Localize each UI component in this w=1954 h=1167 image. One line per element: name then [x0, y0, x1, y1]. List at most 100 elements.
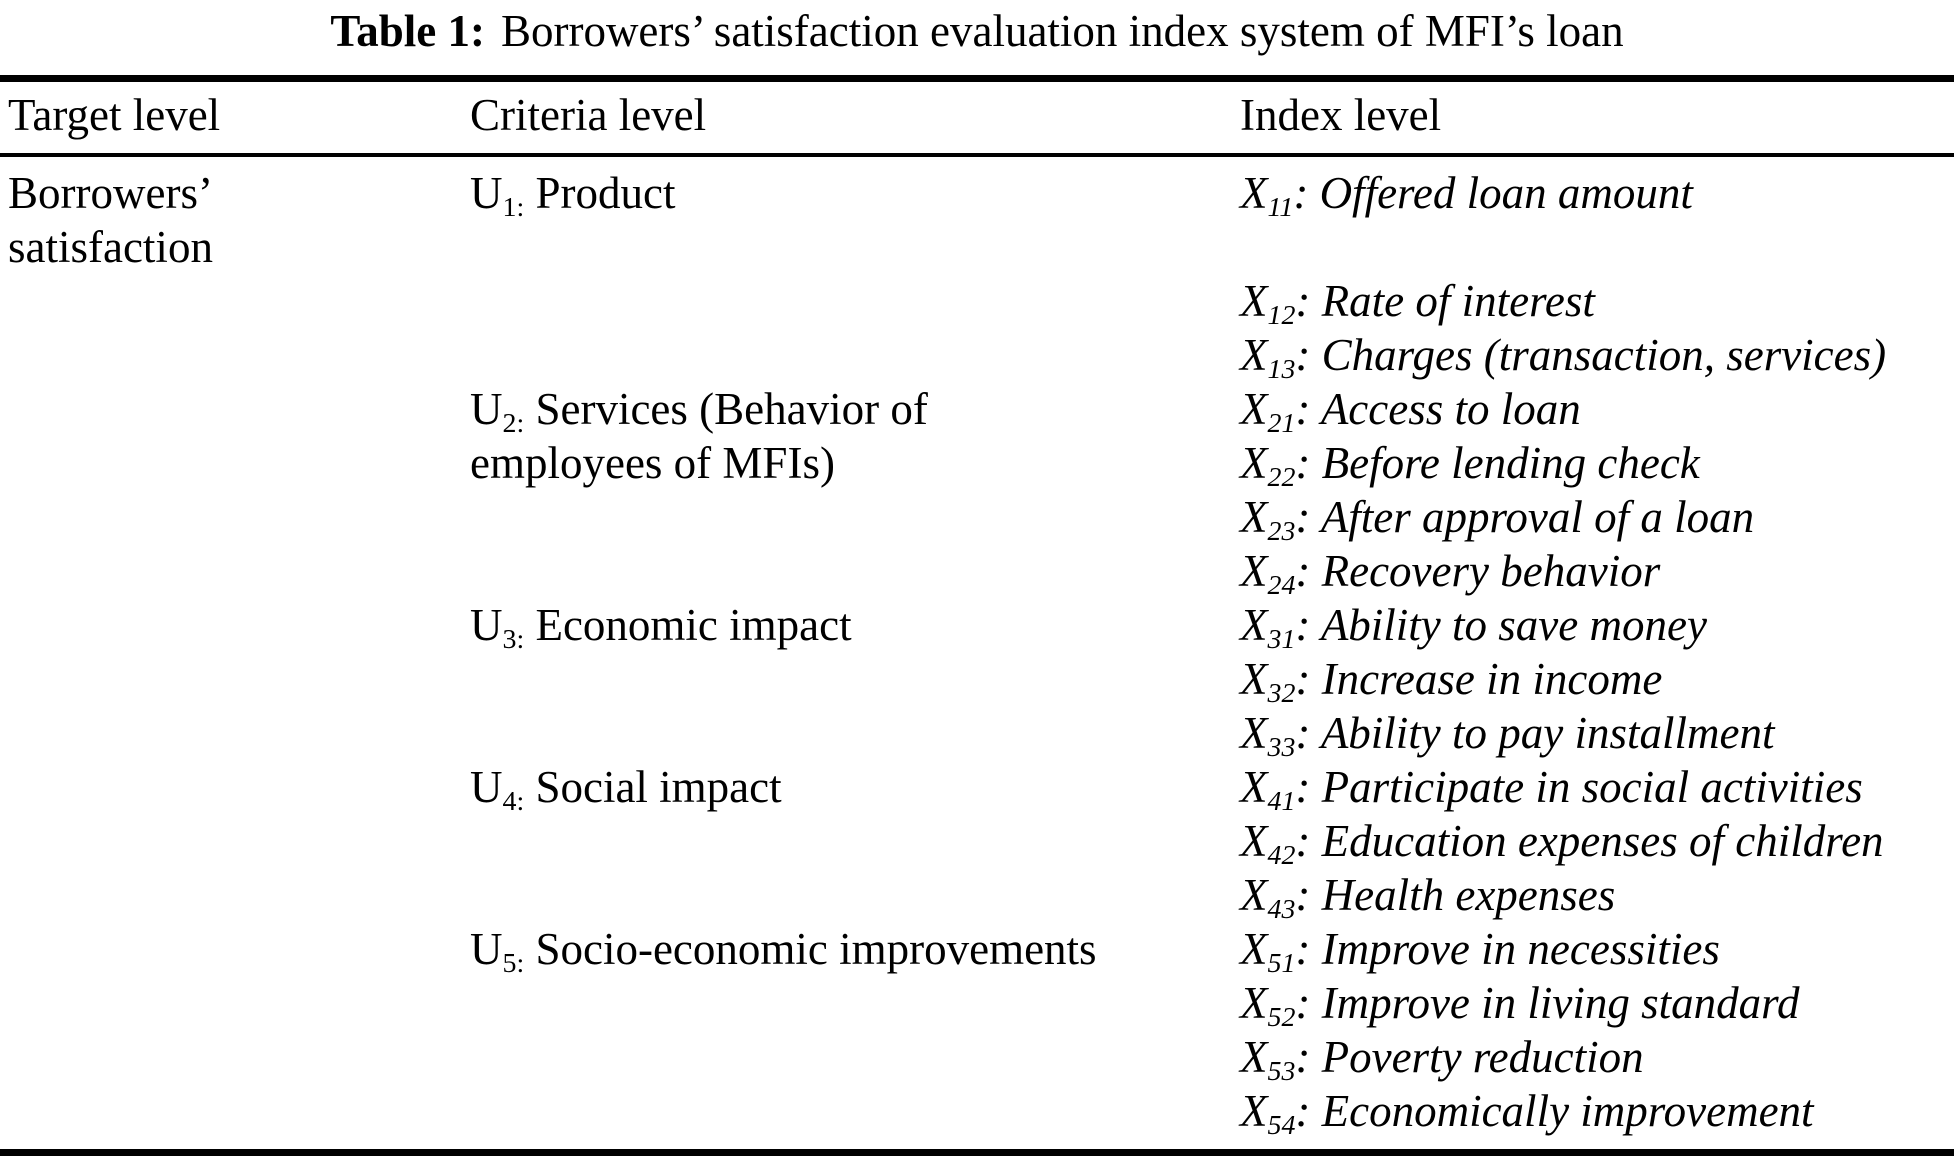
- entry-symbol: U: [470, 168, 503, 218]
- entry-symbol: X: [1240, 384, 1268, 434]
- column-header-index-level: Index level: [1240, 90, 1442, 140]
- header-rule: [0, 153, 1954, 157]
- table-row: U2: Services (Behavior of X21: Access to…: [0, 382, 1954, 439]
- table-row: X32: Increase in income: [0, 652, 1954, 709]
- index-cell: X23: After approval of a loan: [1240, 490, 1954, 547]
- entry-subscript: 43: [1267, 893, 1296, 925]
- target-cell: [0, 382, 470, 436]
- entry-text: : Health expenses: [1295, 870, 1616, 920]
- table-body: Borrowers’ U1: Product X 11: Offered loan…: [0, 166, 1954, 1141]
- bottom-rule: [0, 1149, 1954, 1156]
- entry-subscript: 1:: [502, 191, 525, 223]
- entry-symbol: X: [1240, 276, 1268, 326]
- criteria-cell: employees of MFIs): [470, 436, 1240, 490]
- entry-subscript: 33: [1267, 731, 1296, 763]
- criteria-cell: [470, 328, 1240, 382]
- entry-symbol: U: [470, 600, 503, 650]
- table-row: satisfaction: [0, 220, 1954, 274]
- entry-subscript: 21: [1267, 407, 1296, 439]
- index-cell: X31: Ability to save money: [1240, 598, 1954, 655]
- criteria-cell: [470, 544, 1240, 598]
- table-row: U4: Social impact X41: Participate in so…: [0, 760, 1954, 817]
- entry-symbol: X: [1240, 978, 1268, 1028]
- table-row: X52: Improve in living standard: [0, 976, 1954, 1033]
- entry-text: : Economically improvement: [1295, 1086, 1814, 1136]
- index-cell: X51: Improve in necessities: [1240, 922, 1954, 977]
- entry-subscript: 11: [1267, 191, 1294, 223]
- entry-subscript: 23: [1267, 515, 1296, 547]
- criteria-cell: [470, 1030, 1240, 1084]
- target-cell: [0, 1084, 470, 1138]
- entry-text: Social impact: [524, 762, 782, 812]
- index-cell: X32: Increase in income: [1240, 652, 1954, 709]
- criteria-cell: U1: Product: [470, 166, 1240, 223]
- criteria-cell: U3: Economic impact: [470, 598, 1240, 653]
- entry-symbol: X: [1240, 762, 1268, 812]
- index-cell: X53: Poverty reduction: [1240, 1030, 1954, 1085]
- entry-symbol: U: [470, 384, 503, 434]
- entry-symbol: X: [1240, 438, 1268, 488]
- entry-symbol: X: [1240, 1032, 1268, 1082]
- entry-subscript: 32: [1267, 677, 1296, 709]
- entry-subscript: 31: [1267, 623, 1296, 655]
- entry-text: Economic impact: [524, 600, 852, 650]
- index-cell: X13: Charges (transaction, services): [1240, 328, 1954, 383]
- entry-subscript: 5:: [502, 947, 525, 979]
- entry-symbol: U: [470, 924, 503, 974]
- column-header-criteria-level: Criteria level: [470, 90, 707, 140]
- table-row: Borrowers’ U1: Product X11: Offered loan…: [0, 166, 1954, 223]
- table-row: X53: Poverty reduction: [0, 1030, 1954, 1085]
- entry-text: : Rate of interest: [1295, 276, 1595, 326]
- target-cell: [0, 760, 470, 814]
- entry-subscript: 54: [1267, 1109, 1296, 1141]
- index-cell: X33: Ability to pay installment: [1240, 706, 1954, 763]
- index-cell: [1240, 220, 1954, 274]
- entry-text: : Improve in living standard: [1295, 978, 1800, 1028]
- index-cell: X21: Access to loan: [1240, 382, 1954, 439]
- criteria-cell: [470, 814, 1240, 868]
- criteria-cell: [470, 220, 1240, 274]
- entry-text: : Participate in social activities: [1295, 762, 1863, 812]
- index-cell: X52: Improve in living standard: [1240, 976, 1954, 1033]
- target-cell: satisfaction: [8, 222, 213, 272]
- entry-text: : Increase in income: [1295, 654, 1663, 704]
- entry-text: : Before lending check: [1295, 438, 1700, 488]
- entry-subscript: 12: [1267, 299, 1296, 331]
- entry-text: : Poverty reduction: [1295, 1032, 1644, 1082]
- target-cell: [0, 868, 470, 922]
- index-cell: X43: Health expenses: [1240, 868, 1954, 925]
- target-cell: [0, 598, 470, 652]
- criteria-cell: [470, 868, 1240, 922]
- criteria-cell: [470, 274, 1240, 328]
- entry-symbol: X: [1240, 816, 1268, 866]
- index-cell: X22: Before lending check: [1240, 436, 1954, 493]
- entry-text: : Access to loan: [1295, 384, 1581, 434]
- index-cell: X54: Economically improvement: [1240, 1084, 1954, 1141]
- entry-symbol: X: [1240, 546, 1268, 596]
- table-row: X54: Economically improvement: [0, 1084, 1954, 1141]
- entry-symbol: X: [1240, 708, 1268, 758]
- entry-symbol: X: [1240, 924, 1268, 974]
- entry-subscript: 24: [1267, 569, 1296, 601]
- column-header-target-level: Target level: [8, 90, 221, 140]
- table-row: U5: Socio-economic improvements X51: Imp…: [0, 922, 1954, 979]
- entry-symbol: X: [1240, 600, 1268, 650]
- entry-subscript: 4:: [502, 785, 525, 817]
- target-cell: [0, 976, 470, 1030]
- entry-text: : Ability to save money: [1295, 600, 1707, 650]
- target-cell: [0, 274, 470, 328]
- entry-symbol: U: [470, 762, 503, 812]
- target-cell: [0, 544, 470, 598]
- table-row: employees of MFIs) X22: Before lending c…: [0, 436, 1954, 493]
- target-cell: [0, 706, 470, 760]
- entry-subscript: 52: [1267, 1001, 1296, 1033]
- entry-subscript: 22: [1267, 461, 1296, 493]
- criteria-cell: U2: Services (Behavior of: [470, 382, 1240, 437]
- table-row: X42: Education expenses of children: [0, 814, 1954, 869]
- entry-text: : Offered loan amount: [1293, 168, 1693, 218]
- top-rule: [0, 75, 1954, 82]
- entry-text: : Education expenses of children: [1295, 816, 1884, 866]
- table-caption: Table 1: Borrowers’ satisfaction evaluati…: [0, 4, 1954, 58]
- target-cell: Borrowers’: [8, 168, 213, 218]
